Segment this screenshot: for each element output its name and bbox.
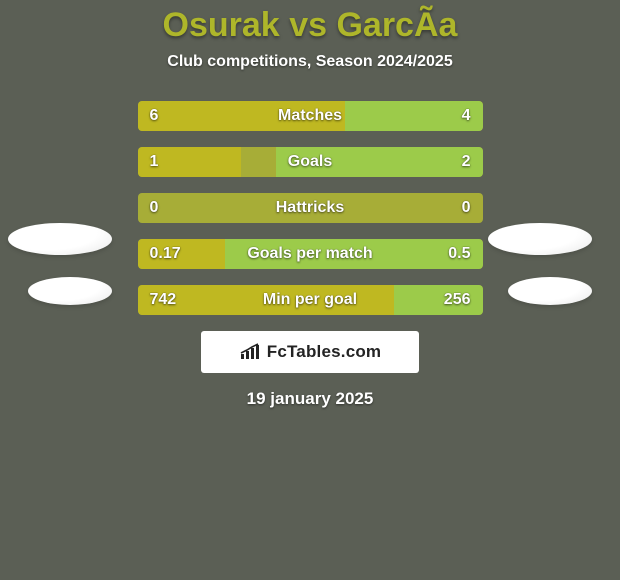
title-player1: Osurak (163, 6, 280, 44)
stat-row: 64Matches (138, 101, 483, 131)
avatar-left-ellipse (28, 277, 112, 305)
stat-row: 742256Min per goal (138, 285, 483, 315)
brand-badge: FcTables.com (201, 331, 419, 373)
page-title: Osurak vs GarcÃ­a (0, 0, 620, 45)
brand-text: FcTables.com (267, 342, 382, 362)
avatar-right-ellipse (488, 223, 592, 255)
title-vs: vs (289, 6, 327, 44)
stat-label: Goals per match (138, 239, 483, 269)
title-player2: GarcÃ­a (336, 6, 457, 44)
stat-label: Matches (138, 101, 483, 131)
stat-label: Goals (138, 147, 483, 177)
avatar-right-ellipse (508, 277, 592, 305)
chart-icon (239, 343, 261, 361)
avatar-left-ellipse (8, 223, 112, 255)
stat-row: 00Hattricks (138, 193, 483, 223)
stat-label: Min per goal (138, 285, 483, 315)
subtitle: Club competitions, Season 2024/2025 (0, 53, 620, 71)
stat-row: 0.170.5Goals per match (138, 239, 483, 269)
stat-row: 12Goals (138, 147, 483, 177)
comparison-chart: 64Matches 12Goals 00Hattricks 0.170.5Goals … (0, 101, 620, 315)
stat-label: Hattricks (138, 193, 483, 223)
snapshot-date: 19 january 2025 (0, 389, 620, 409)
